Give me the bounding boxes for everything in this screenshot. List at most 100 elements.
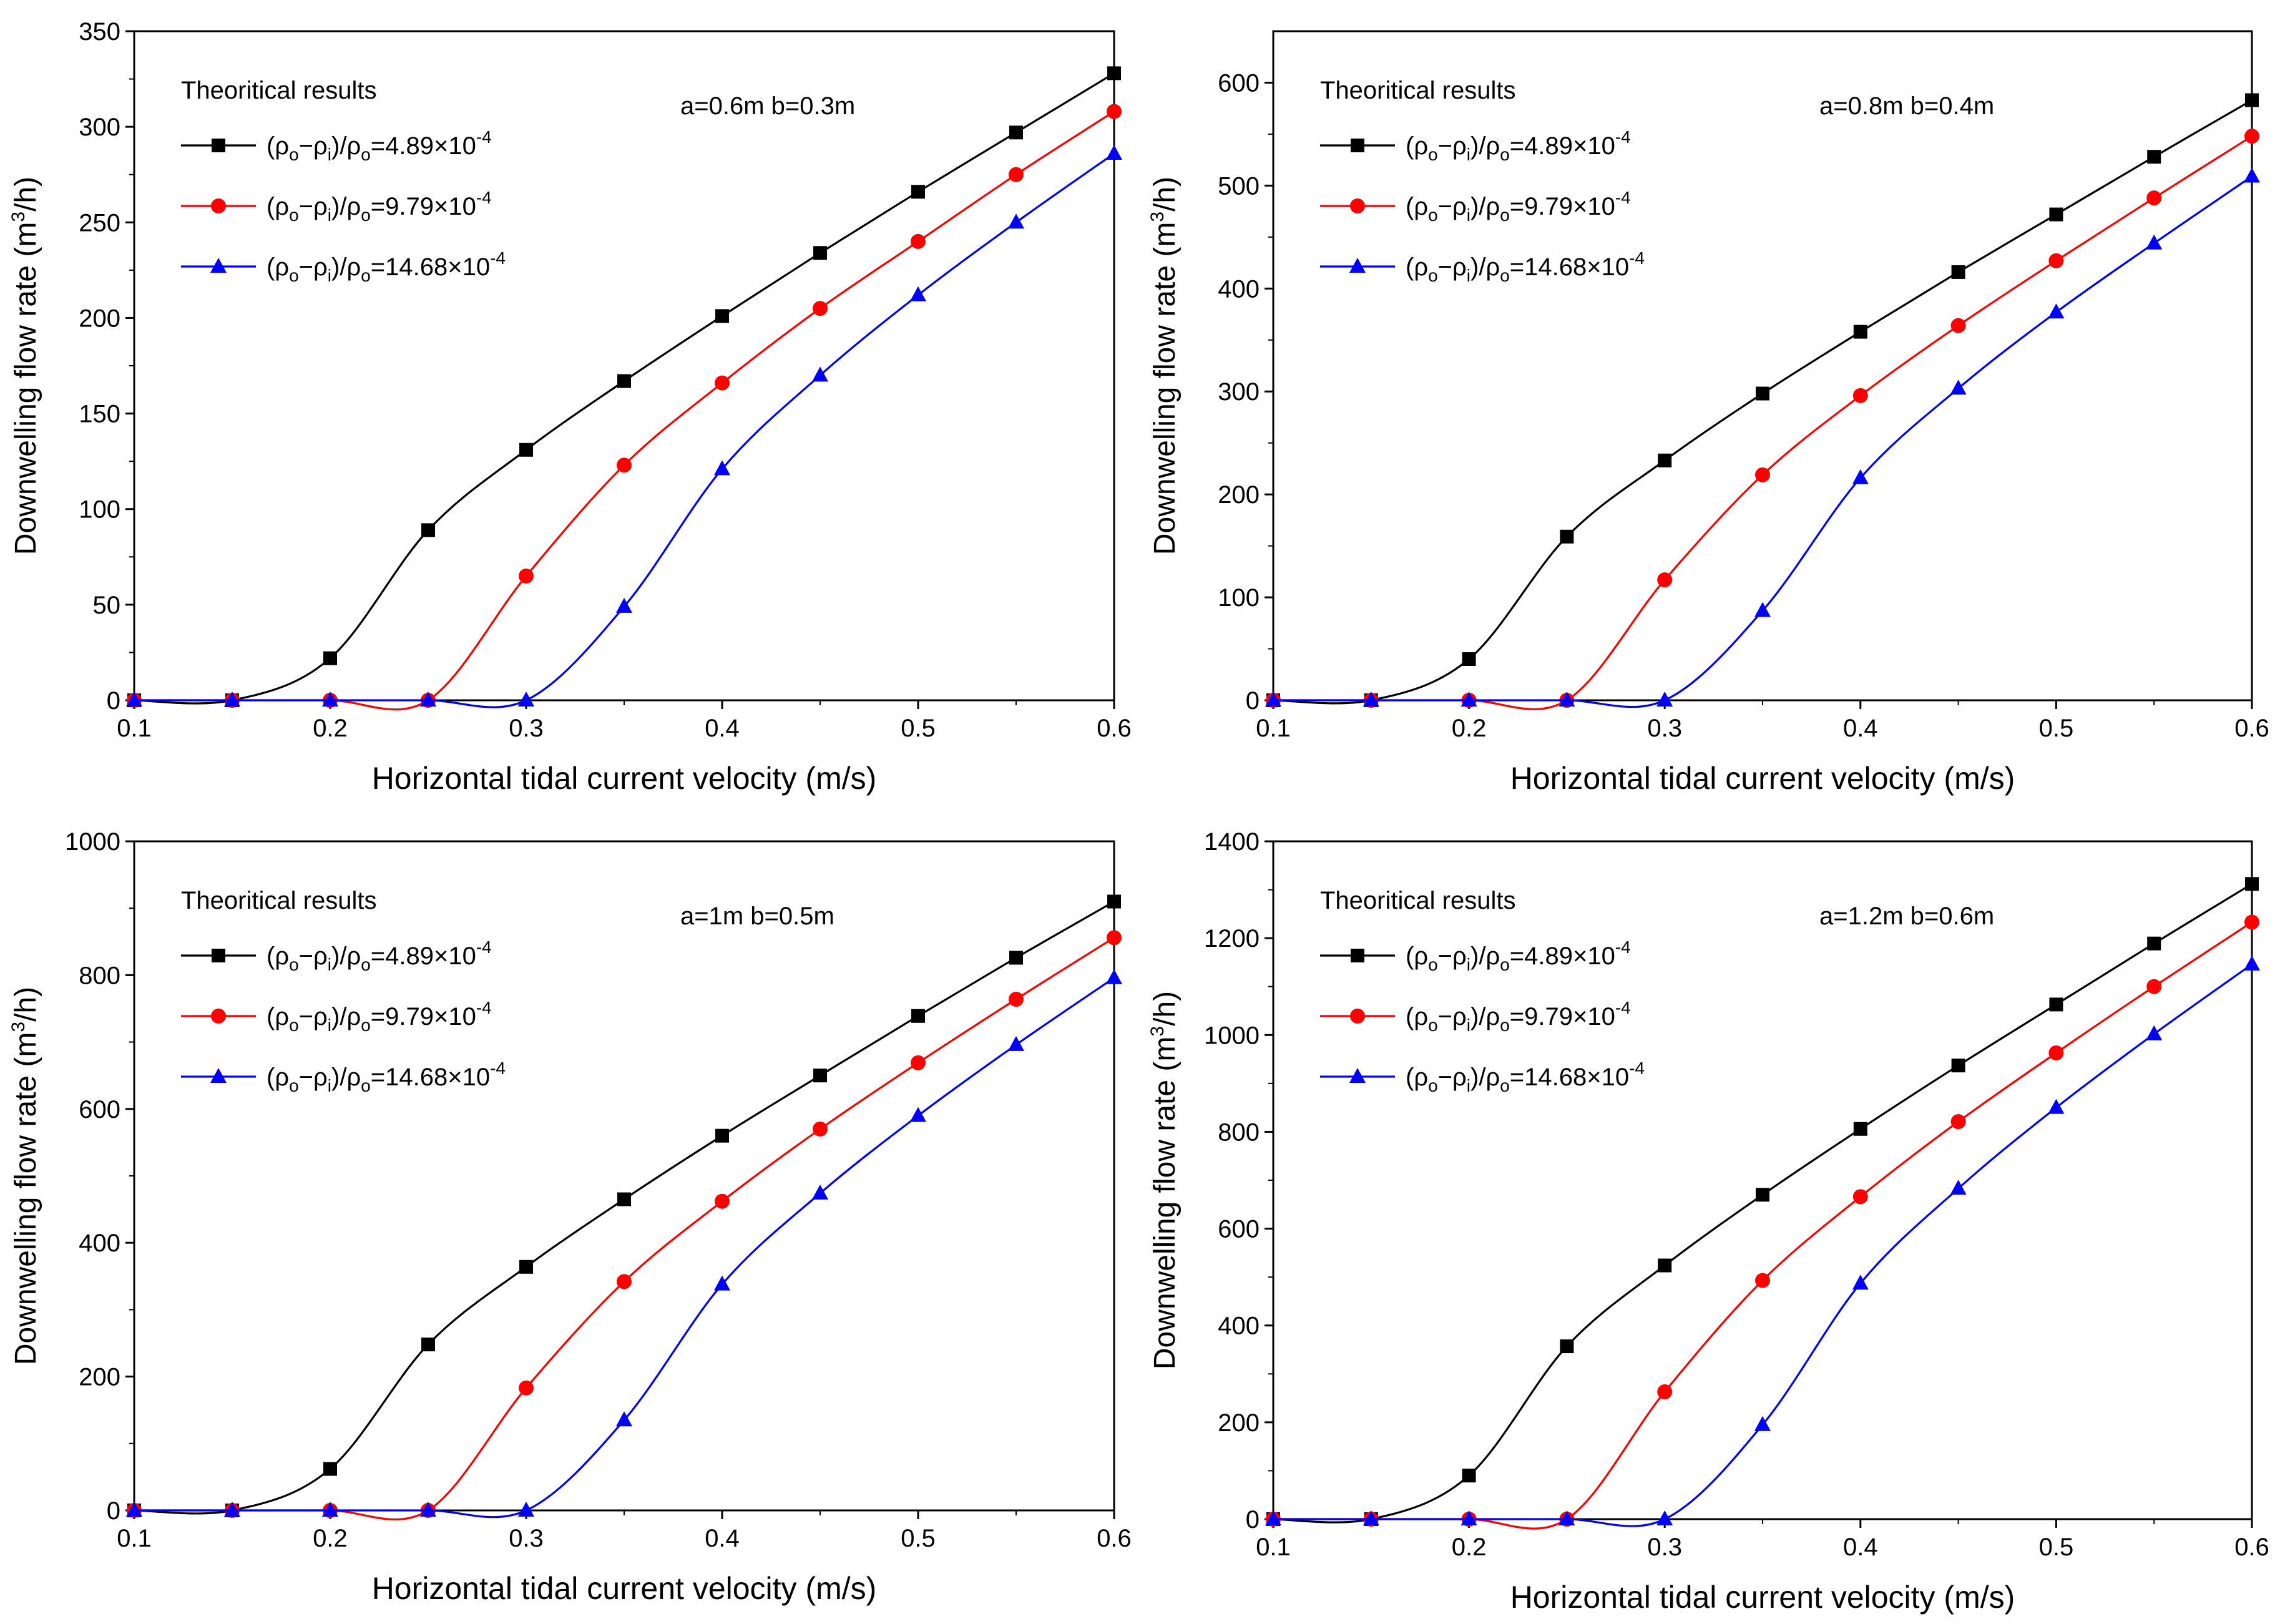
data-point	[1950, 1114, 1966, 1130]
data-point	[616, 597, 632, 613]
data-point	[323, 651, 337, 665]
data-point	[2244, 914, 2259, 930]
data-point	[617, 374, 631, 388]
data-point	[617, 457, 632, 473]
data-point	[1951, 265, 1965, 279]
data-point	[224, 1502, 240, 1517]
x-tick-label: 0.5	[2039, 715, 2074, 742]
data-point	[617, 1192, 631, 1206]
data-point	[2048, 1098, 2065, 1114]
legend-marker	[1350, 1009, 1365, 1024]
data-point	[911, 185, 925, 199]
x-axis-label: Horizontal tidal current velocity (m/s)	[372, 761, 877, 796]
data-point	[2146, 190, 2162, 206]
y-axis-label: Downwelling flow rate (m3/h)	[1147, 991, 1182, 1369]
legend-marker	[1350, 198, 1365, 213]
data-point	[518, 1502, 534, 1517]
data-point	[1462, 1469, 1476, 1483]
plot-frame	[1272, 30, 2253, 702]
legend-label: (ρo−ρi)/ρo=9.79×10-4	[1406, 998, 1631, 1035]
chart-panel-1: 0.1 0.2 0.3 0.4 0.5 0.6 0 50 100 150 200 250 300 350 H…	[8, 18, 1132, 796]
x-tick-label: 0.5	[901, 715, 936, 742]
data-point	[715, 309, 729, 323]
data-point	[224, 692, 240, 707]
data-point	[1009, 951, 1023, 965]
chart-panel-2: 0.1 0.2 0.3 0.4 0.5 0.6 0 100 200 300 400 500 600 Hor…	[1147, 30, 2269, 796]
legend-marker	[211, 198, 226, 213]
data-point	[1852, 1274, 1869, 1290]
x-tick-label: 0.5	[2039, 1534, 2074, 1561]
y-tick-label: 250	[79, 209, 120, 237]
x-tick-label: 0.2	[1452, 1534, 1487, 1561]
data-point	[911, 233, 926, 249]
y-tick-label: 300	[79, 114, 120, 141]
x-tick-label: 0.3	[509, 715, 544, 742]
x-tick-label: 0.2	[313, 715, 348, 742]
data-point	[1950, 1180, 1967, 1195]
legend-label: (ρo−ρi)/ρo=9.79×10-4	[267, 188, 492, 225]
y-tick-label: 400	[1218, 275, 1260, 303]
data-point	[2245, 93, 2259, 107]
data-point	[518, 692, 534, 707]
y-tick-label: 800	[79, 962, 120, 989]
data-point	[616, 1411, 632, 1427]
data-point	[1852, 469, 1869, 484]
data-point	[1009, 991, 1024, 1007]
data-point	[420, 1502, 436, 1517]
data-point	[1756, 386, 1769, 401]
data-point	[1009, 167, 1024, 182]
data-point	[1107, 66, 1121, 81]
data-point	[1950, 379, 1967, 395]
data-point	[1460, 692, 1477, 707]
y-tick-label: 200	[79, 305, 120, 332]
x-tick-label: 0.1	[117, 715, 152, 742]
data-point	[1560, 1339, 1574, 1354]
data-point	[1852, 1189, 1868, 1205]
legend-marker	[210, 1068, 227, 1083]
y-tick-label: 1400	[1204, 828, 1260, 856]
data-point	[813, 1069, 827, 1083]
legend-marker	[212, 949, 225, 962]
legend-label: (ρo−ρi)/ρo=14.68×10-4	[1406, 1059, 1645, 1095]
data-point	[2147, 150, 2161, 164]
x-tick-label: 0.3	[509, 1525, 544, 1552]
x-tick-label: 0.4	[1843, 1534, 1878, 1561]
data-point	[1656, 692, 1673, 707]
x-tick-label: 0.5	[901, 1525, 936, 1552]
data-point	[1265, 692, 1281, 707]
data-point	[1106, 969, 1122, 984]
data-point	[714, 460, 730, 476]
y-tick-label: 0	[1246, 687, 1260, 715]
legend-label: (ρo−ρi)/ρo=9.79×10-4	[267, 998, 492, 1035]
data-point	[322, 692, 338, 707]
data-point	[812, 1184, 828, 1200]
data-point	[2147, 936, 2161, 951]
data-point	[2244, 167, 2260, 183]
data-point	[715, 1128, 729, 1143]
data-point	[715, 375, 730, 391]
y-tick-label: 600	[1218, 1216, 1260, 1243]
x-tick-label: 0.2	[313, 1525, 348, 1552]
data-point	[813, 246, 827, 260]
y-tick-label: 0	[107, 1497, 120, 1525]
data-point	[1363, 692, 1379, 707]
data-point	[1558, 692, 1575, 707]
data-point	[1658, 1258, 1672, 1273]
legend-label: (ρo−ρi)/ρo=9.79×10-4	[1406, 188, 1631, 225]
data-point	[1755, 467, 1770, 482]
x-tick-label: 0.4	[705, 1525, 740, 1552]
data-point	[519, 568, 534, 584]
data-point	[2048, 303, 2065, 319]
data-point	[420, 692, 436, 707]
x-axis-label: Horizontal tidal current velocity (m/s)	[1510, 761, 2015, 796]
data-point	[813, 1121, 828, 1137]
data-point	[1265, 1510, 1281, 1525]
x-axis-label: Horizontal tidal current velocity (m/s)	[1510, 1580, 2015, 1615]
legend-title: Theoritical results	[181, 887, 376, 914]
x-tick-label: 0.4	[1843, 715, 1878, 742]
legend-label: (ρo−ρi)/ρo=14.68×10-4	[267, 248, 506, 285]
data-point	[2146, 979, 2162, 994]
data-point	[1008, 1035, 1024, 1051]
y-axis-label: Downwelling flow rate (m3/h)	[8, 987, 42, 1365]
